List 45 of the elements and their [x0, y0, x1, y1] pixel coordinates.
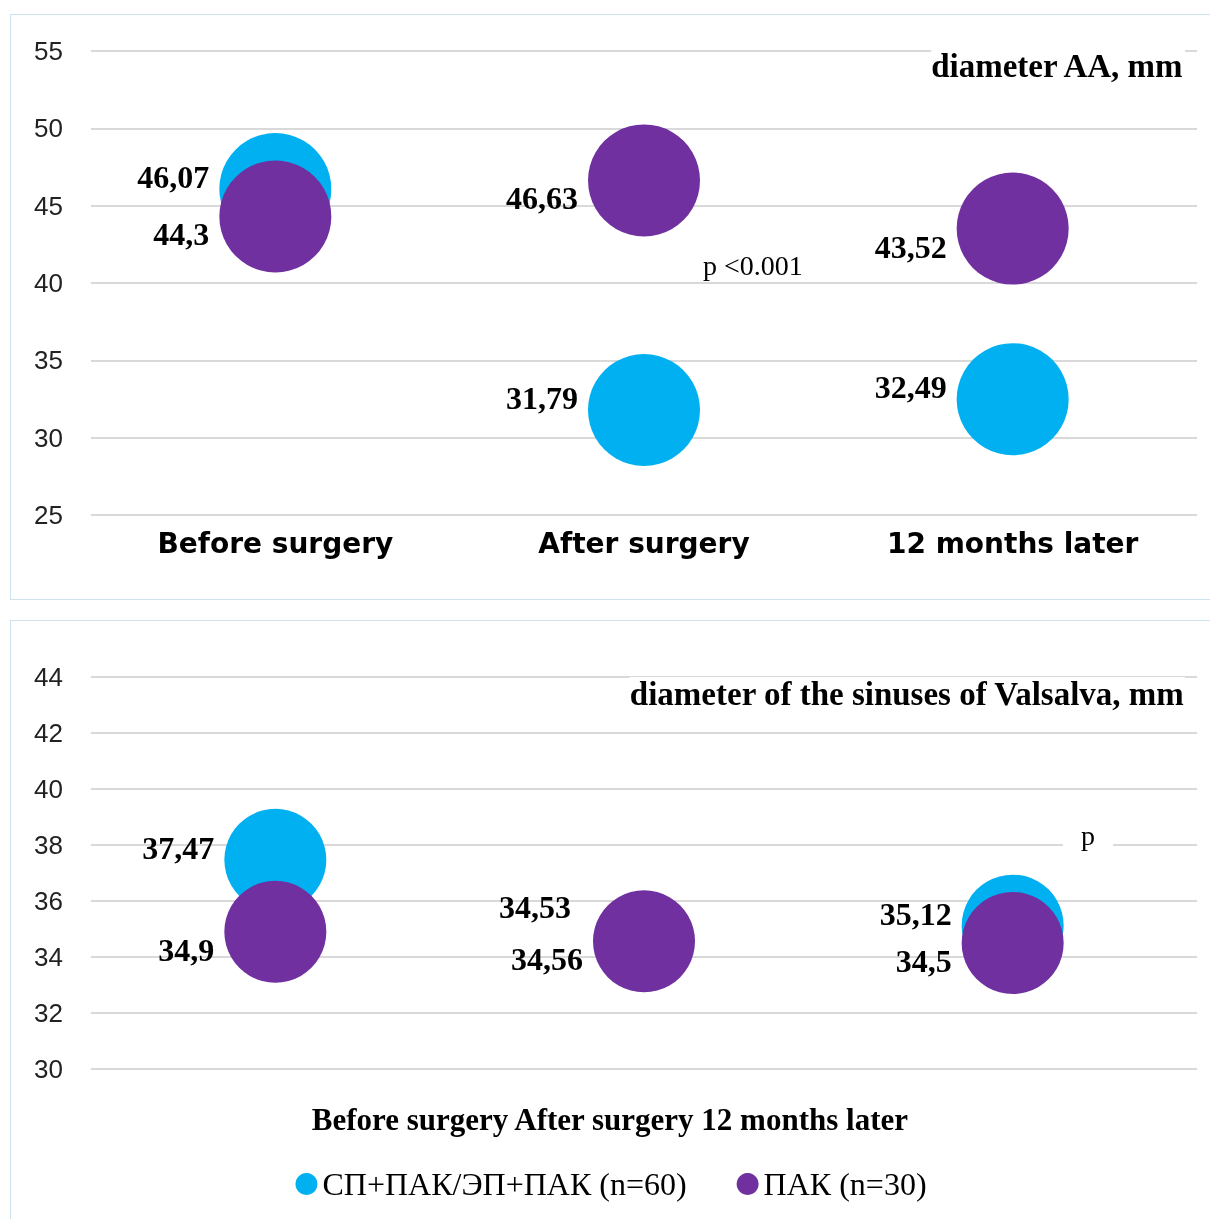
- point: [593, 890, 695, 993]
- x-tick-label: Before surgery: [157, 526, 394, 560]
- annotation: 34,53: [499, 889, 571, 925]
- point: [956, 172, 1069, 285]
- y-tick-label: 30: [34, 1054, 63, 1084]
- annotation: p: [1081, 819, 1095, 851]
- data-label: 34,5: [895, 943, 952, 979]
- y-tick-label: 45: [34, 190, 63, 221]
- legend-label: СП+ПАК/ЭП+ПАК (n=60): [322, 1166, 687, 1202]
- data-label: 32,49: [874, 369, 947, 406]
- data-label: 46,63: [506, 180, 578, 217]
- y-tick-label: 35: [34, 345, 63, 376]
- point: [224, 880, 327, 983]
- y-tick-label: 36: [34, 886, 63, 916]
- y-tick-label: 32: [34, 998, 63, 1028]
- x-tick-label: After surgery: [538, 526, 750, 560]
- chart-title: diameter of the sinuses of Valsalva, mm: [629, 675, 1184, 712]
- y-tick-label: 30: [34, 422, 63, 453]
- y-tick-label: 40: [34, 774, 63, 804]
- data-label: 34,56: [511, 941, 583, 978]
- y-tick-label: 40: [34, 268, 63, 298]
- point: [956, 343, 1069, 456]
- data-label: 44,3: [153, 216, 210, 253]
- y-tick-label: 34: [34, 942, 63, 972]
- legend-label: ПАК (n=30): [763, 1166, 927, 1202]
- x-axis-title: Before surgery After surgery 12 months later: [311, 1102, 909, 1137]
- data-label: 34,9: [158, 931, 215, 968]
- annotation: p <0.001: [703, 249, 803, 281]
- chart-title: diameter AA, mm: [931, 47, 1183, 84]
- y-tick-label: 42: [34, 718, 63, 748]
- y-tick-label: 25: [34, 500, 63, 530]
- point: [588, 354, 700, 466]
- y-tick-label: 55: [34, 36, 63, 66]
- y-tick-label: 44: [34, 662, 63, 692]
- point: [588, 124, 700, 237]
- x-tick-label: 12 months later: [886, 526, 1139, 560]
- data-label: 43,52: [874, 228, 947, 265]
- point: [219, 160, 332, 273]
- y-tick-label: 38: [34, 830, 63, 860]
- data-label: 46,07: [137, 159, 210, 196]
- point: [961, 892, 1064, 994]
- data-label: 37,47: [142, 829, 215, 866]
- data-label: 31,79: [506, 379, 578, 416]
- data-label: 35,12: [879, 895, 952, 932]
- y-tick-label: 50: [34, 113, 63, 144]
